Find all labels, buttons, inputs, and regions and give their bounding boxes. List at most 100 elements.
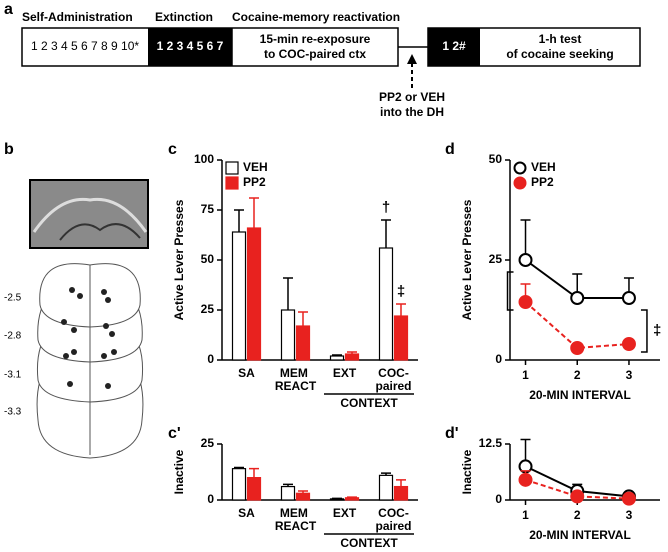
x-tick-label: MEM REACT — [275, 366, 317, 393]
marker — [570, 489, 585, 504]
bar — [344, 353, 360, 361]
y-tick-label: 0 — [495, 352, 502, 366]
y-tick-label: 50 — [489, 152, 503, 166]
marker — [621, 491, 636, 506]
legend-label: PP2 — [243, 175, 266, 189]
phase-header: Extinction — [155, 10, 213, 24]
x-tick-label: MEM REACT — [275, 506, 317, 533]
x-tick-label: 3 — [626, 368, 633, 382]
annotation: † — [382, 199, 390, 216]
legend-label: VEH — [531, 160, 556, 174]
level-label: -2.8 — [4, 331, 22, 342]
legend-swatch — [225, 176, 239, 190]
dot — [63, 353, 69, 359]
bar — [344, 497, 360, 501]
annotation: ‡ — [397, 283, 405, 300]
bracket — [640, 309, 648, 353]
phase-header: Self-Administration — [22, 10, 133, 24]
y-tick-label: 25 — [201, 302, 215, 316]
y-tick-label: 0 — [207, 492, 214, 506]
dot — [71, 349, 77, 355]
x-axis-label: 20-MIN INTERVAL — [529, 528, 631, 542]
legend-swatch — [513, 176, 527, 190]
bar — [378, 474, 394, 501]
legend-label: PP2 — [531, 175, 554, 189]
y-axis-label: Inactive — [172, 449, 186, 494]
bar — [246, 477, 262, 501]
y-tick-label: 0 — [495, 492, 502, 506]
y-axis-label: Active Lever Presses — [172, 199, 186, 320]
marker — [518, 295, 533, 309]
legend-swatch — [225, 161, 239, 175]
bar — [246, 227, 262, 361]
x-tick-label: EXT — [333, 366, 357, 380]
dot — [105, 297, 111, 303]
dot — [71, 327, 77, 333]
marker — [518, 253, 533, 267]
x-tick-label: EXT — [333, 506, 357, 520]
error-bar — [396, 303, 406, 316]
injection-text: PP2 or VEH — [379, 90, 445, 104]
panel-label: a — [4, 1, 13, 18]
panel-label: c' — [168, 425, 181, 442]
annotation: ‡ — [653, 322, 661, 339]
y-axis-label: Active Lever Presses — [460, 199, 474, 320]
bar — [393, 315, 409, 361]
x-tick-label: 1 — [522, 508, 529, 522]
y-tick-label: 25 — [489, 252, 503, 266]
dot — [69, 287, 75, 293]
level-label: -3.1 — [4, 370, 22, 381]
dot — [103, 323, 109, 329]
x-tick-label: SA — [238, 366, 255, 380]
injection-text: into the DH — [380, 105, 444, 119]
marker — [621, 337, 636, 351]
placement-dots — [61, 287, 117, 389]
brain-sections — [36, 263, 144, 459]
bar — [231, 231, 247, 361]
panel-label: d' — [445, 425, 459, 442]
histology-detail — [59, 223, 141, 241]
bracket — [506, 271, 514, 311]
y-tick-label: 0 — [207, 352, 214, 366]
x-tick-label: 1 — [522, 368, 529, 382]
series-line — [525, 478, 630, 500]
level-label: -3.3 — [4, 407, 22, 418]
level-label: -2.5 — [4, 293, 22, 304]
panel-label: c — [168, 141, 177, 158]
error-bar — [381, 219, 391, 248]
dot — [61, 319, 67, 325]
block-text: 1 2# — [442, 39, 466, 53]
marker — [621, 291, 636, 305]
x-tick-label: COC-paired — [375, 366, 411, 393]
arrow-head — [407, 54, 417, 64]
bar — [280, 309, 296, 361]
marker — [570, 341, 585, 355]
y-tick-label: 12.5 — [479, 436, 503, 450]
x-tick-label: 2 — [574, 368, 581, 382]
x-tick-label: 2 — [574, 508, 581, 522]
x-tick-label: 3 — [626, 508, 633, 522]
x-tick-label: SA — [238, 506, 255, 520]
x-tick-label: COC-paired — [375, 506, 411, 533]
error-bar — [298, 311, 308, 326]
timeline-black — [428, 28, 480, 66]
bar — [295, 492, 311, 501]
y-tick-label: 100 — [194, 152, 214, 166]
group-label: CONTEXT — [340, 536, 398, 550]
marker — [518, 472, 533, 487]
marker — [570, 291, 585, 305]
legend-label: VEH — [243, 160, 268, 174]
dot — [67, 381, 73, 387]
block-text: 15-min re-exposure — [260, 32, 371, 46]
error-bar — [396, 479, 406, 487]
block-text: 1 2 3 4 5 6 7 8 9 10* — [31, 39, 139, 53]
legend-swatch — [513, 161, 527, 175]
dot — [77, 293, 83, 299]
y-tick-label: 75 — [201, 202, 215, 216]
y-tick-label: 50 — [201, 252, 215, 266]
bar — [295, 325, 311, 361]
block-text: to COC-paired ctx — [264, 47, 366, 61]
dot — [101, 353, 107, 359]
block-text: 1 2 3 4 5 6 7 — [157, 39, 224, 53]
